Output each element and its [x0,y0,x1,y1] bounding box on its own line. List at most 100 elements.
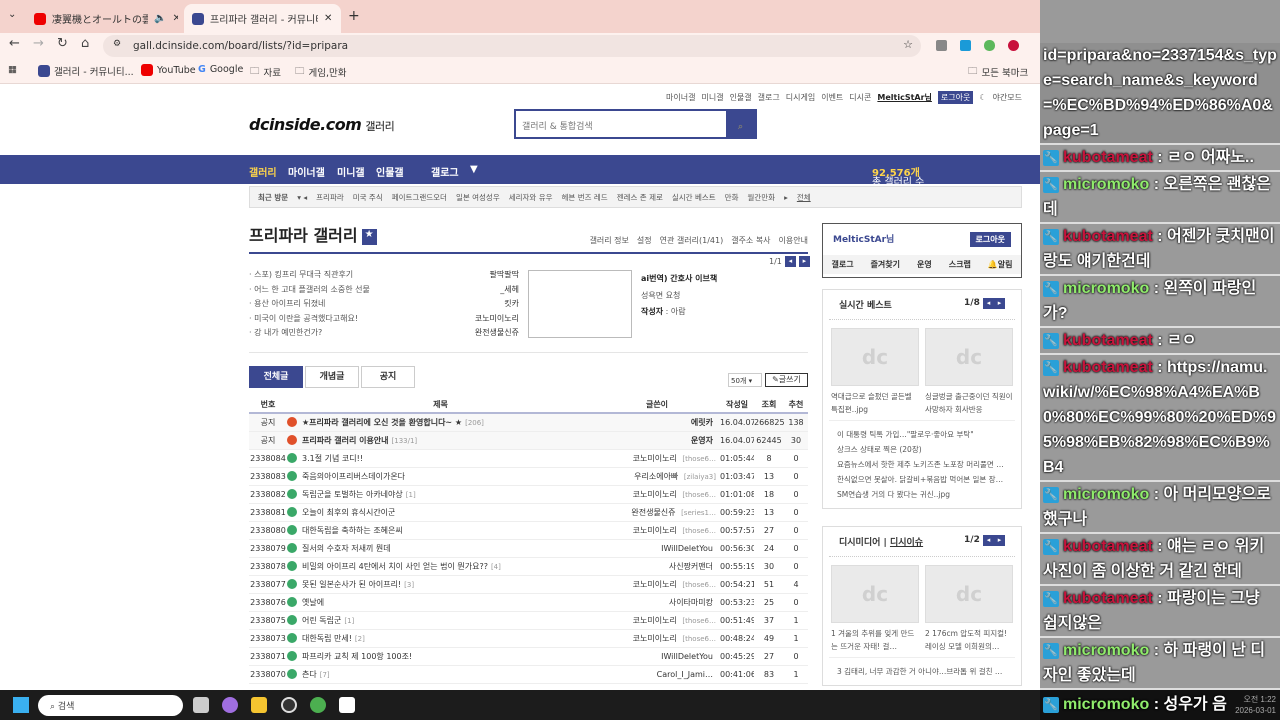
recent-all-link[interactable]: 전체 [796,192,811,202]
comment-count[interactable]: [7] [319,670,330,679]
prev-icon[interactable]: ◂ [784,256,796,267]
menu-favorites[interactable]: 즐겨찾기 [870,260,901,269]
nav-gallery[interactable]: 갤러리 [249,168,277,179]
recent-item[interactable]: 실시간 베스트 [671,192,716,202]
recent-item[interactable]: 페이트그랜드오더 [391,192,447,202]
table-row[interactable]: 2338071 파프리카 교칙 제 100항 100조! IWillDeletY… [249,647,808,666]
comment-count[interactable]: [2] [354,634,365,643]
back-icon[interactable]: ← [9,36,20,51]
table-row[interactable]: 2338079 질서의 수호자 저새끼 뭔데 IWillDeletYou 00:… [249,539,808,558]
file-explorer-icon[interactable] [251,697,267,713]
recent-item[interactable]: 만화 [724,192,739,202]
best-thumbnail[interactable]: dc [831,328,919,386]
nav-mini[interactable]: 미니갤 [337,168,365,179]
post-title-cell[interactable]: 대한독립을 축하하는 조혜은씨 [287,521,594,540]
concept-item[interactable]: · 강 내가 예민한건가? 완전생물신쥬 [249,328,519,338]
new-tab-button[interactable]: + [348,8,360,24]
link-guide[interactable]: 이용안내 [778,236,808,245]
comment-count[interactable]: [1] [405,490,416,499]
best-list-item[interactable]: 이 대통령 틱톡 가입…"팔로우·좋아요 부탁" [837,430,974,439]
post-title-cell[interactable]: 독립군을 토벌하는 아카네야상 [1] [287,485,594,504]
link-minor-gallery[interactable]: 마이너갤 [666,93,696,102]
post-title-cell[interactable]: 츤다 [7] [287,665,594,684]
table-row[interactable]: 2338077 못된 일본순사가 된 아이프리! [3] 코노미이노리 [thos… [249,575,808,594]
apps-grid-icon[interactable]: ▦ [8,64,17,75]
post-title-cell[interactable]: 죽음의아이프리버스데이가온다 [287,467,594,486]
tab-dcinside[interactable]: 프리파라 갤러리 - 커뮤니티 포 ✕ [184,4,341,33]
post-writer[interactable]: 코노미이노리 [those6… [594,449,720,468]
best-list-item[interactable]: 요즘뉴스에서 핫한 제주 노키즈존 노포장 머리풀면 … [837,460,1004,469]
table-row[interactable]: 2338084 3.1절 기념 코디!! 코노미이노리 [those6… 01:… [249,449,808,468]
post-title[interactable]: 파프리카 교칙 제 100항 100조! [302,651,413,661]
prev-icon[interactable]: ◂ [983,535,994,546]
post-writer[interactable]: 운영자 [594,431,720,450]
media-list-item[interactable]: 3 김태리, 너무 과감한 거 아니야…브라톱 위 걸친 … [837,667,1003,676]
link-copy-address[interactable]: 갤주소 복사 [731,236,771,245]
task-view-icon[interactable] [193,697,209,713]
recent-item[interactable]: 월간만화 [747,192,776,202]
close-tab-icon[interactable]: ✕ [324,13,333,24]
next-icon[interactable]: ▸ [798,256,810,267]
link-dc-game[interactable]: 디시게임 [785,93,816,102]
next-icon[interactable]: ▸ [994,298,1005,309]
comment-count[interactable]: [133/1] [391,436,418,445]
link-settings[interactable]: 설정 [636,236,652,245]
comment-count[interactable]: [1] [344,616,355,625]
post-writer[interactable]: 에릿카 [594,413,720,432]
tab-notice[interactable]: 공지 [361,366,415,388]
link-dccon[interactable]: 디시콘 [849,93,872,102]
bookmark-gallery[interactable]: 갤러리 - 커뮤니티... [38,64,134,78]
tab-all-posts[interactable]: 전체글 [249,366,303,388]
media-caption[interactable]: 2 176cm 압도적 피지컬! 레이싱 모델 이희원의… [925,629,1008,651]
home-icon[interactable]: ⌂ [81,36,90,51]
post-title-cell[interactable]: 3.1절 기념 코디!! [287,449,594,468]
table-row[interactable]: 2338080 대한독립을 축하하는 조혜은씨 코노미이노리 [those6… … [249,521,808,540]
menu-scrap[interactable]: 스크랩 [948,260,971,269]
post-title[interactable]: 대한독립을 축하하는 조혜은씨 [302,525,403,535]
nav-dropdown-icon[interactable]: ▼ [470,164,478,175]
table-row[interactable]: 공지 ★프리파라 갤러리에 오신 것을 환영합니다~ ★ [206] 에릿카 16… [249,413,808,432]
table-row[interactable]: 2338083 죽음의아이프리버스데이가온다 우리소에아빠 [zilaiya3]… [249,467,808,486]
table-row[interactable]: 2338078 비밀의 아이프리 4탄에서 치이 사인 얻는 법이 뭔가요??[… [249,557,808,576]
reload-icon[interactable]: ↻ [57,36,68,51]
extension-k-icon[interactable] [960,40,971,51]
recent-next-icon[interactable]: ▸ [784,192,788,202]
link-gallog[interactable]: 갤로그 [757,93,780,102]
feature-thumbnail[interactable] [528,270,632,338]
best-caption[interactable]: 싱글벙글 출근중이던 직원이 사망하자 회사반응 [925,392,1013,414]
nav-gallog[interactable]: 갤로그 [431,168,459,179]
bookmark-youtube[interactable]: YouTube [141,64,196,76]
concept-item[interactable]: · 미국이 이란을 공격했다고해요! 코노미이노리 [249,313,519,323]
media-caption[interactable]: 1 겨울의 추위를 잊게 만드는 뜨거운 자태! 걸… [831,629,915,651]
tab-youtube[interactable]: 凄翼機とオールトの雲 - YouT 🔈 ✕ [26,4,178,33]
table-row[interactable]: 공지 프리파라 갤러리 이용안내 [133/1] 운영자 16.04.07 624… [249,431,808,450]
link-mini-gallery[interactable]: 미니갤 [701,93,724,102]
post-title[interactable]: 질서의 수호자 저새끼 뭔데 [302,543,391,553]
bookmark-folder-games[interactable]: 🗀 게임,만화 [295,64,347,80]
feature-title[interactable]: ai번역) 간호사 이브책 [641,274,718,283]
link-gallery-info[interactable]: 갤러리 정보 [589,236,629,245]
extension-icon[interactable] [936,40,947,51]
link-person-gallery[interactable]: 인물갤 [729,93,752,102]
user-menu[interactable]: MelticStAr님 [877,93,932,102]
night-mode-toggle[interactable]: 야간모드 [992,93,1022,102]
copilot-icon[interactable] [222,697,238,713]
next-icon[interactable]: ▸ [994,535,1005,546]
concept-item[interactable]: · 어느 한 고대 플갤러의 소중한 선물 _세헤 [249,284,519,294]
concept-item[interactable]: · 스포) 킹프리 무대극 직관후기 팔딱팔딱 [249,270,519,279]
menu-alerts[interactable]: 🔔알림 [987,260,1013,269]
sidebar-logout-button[interactable]: 로그아웃 [969,232,1011,247]
recent-item[interactable]: 젠레스 존 제로 [616,192,663,202]
concept-item[interactable]: · 용산 아이프리 뒤졌네 킷카 [249,299,519,309]
best-list-item[interactable]: 한식없으면 못살아. 닭갈비+볶음밥 먹어본 일본 장인… [837,475,1007,484]
close-tab-icon[interactable]: ✕ [172,13,178,24]
best-caption[interactable]: 역대급으로 슬펐던 골든벨 특집편..jpg [831,392,912,414]
post-title-cell[interactable]: 질서의 수호자 저새끼 뭔데 [287,539,594,558]
search-input[interactable]: 갤러리 & 통합검색 [522,122,593,132]
post-title[interactable]: 3.1절 기념 코디!! [302,453,364,463]
favorite-star-icon[interactable]: ★ [361,228,377,245]
bookmark-folder-resources[interactable]: 🗀 자료 [250,64,281,80]
adblock-icon[interactable] [1008,40,1019,51]
post-title-cell[interactable]: 비밀의 아이프리 4탄에서 치이 사인 얻는 법이 뭔가요?? [4] [287,557,594,576]
table-row[interactable]: 2338073 대한독립 만세! [2] 코노미이노리 [those6… 00:4… [249,629,808,648]
